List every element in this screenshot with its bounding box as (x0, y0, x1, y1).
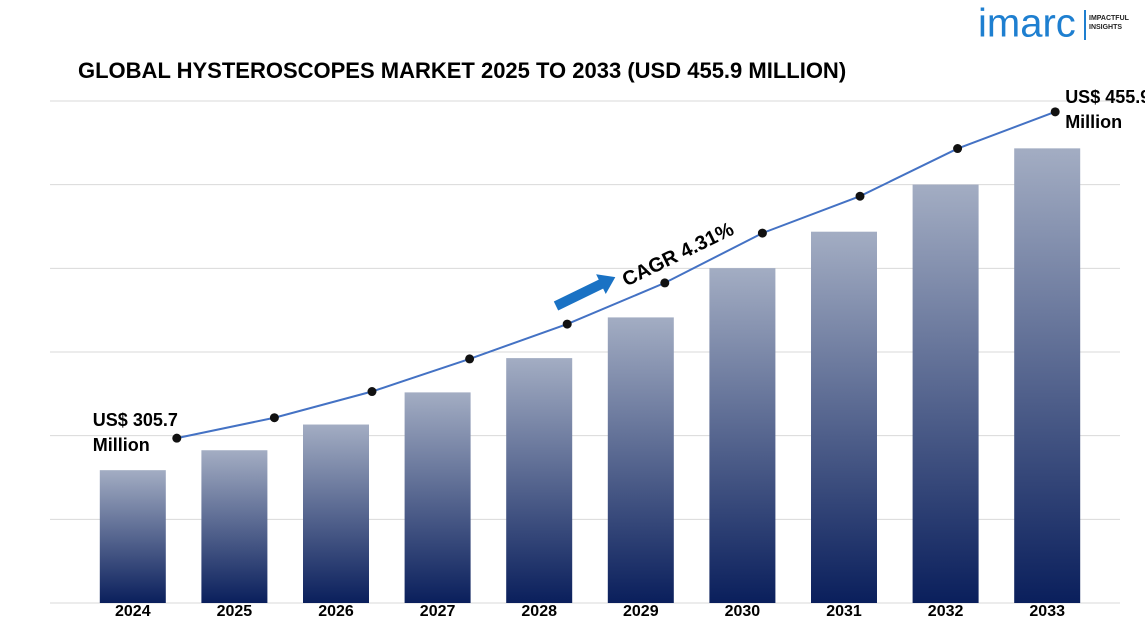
bar (912, 184, 979, 603)
value-label-line: US$ 305.7 (93, 410, 178, 430)
bar (709, 268, 776, 603)
cagr-arrow (553, 274, 616, 311)
trend-point (1050, 107, 1060, 117)
bar (404, 392, 471, 603)
x-tick-label: 2029 (623, 603, 659, 620)
x-tick-label: 2030 (725, 603, 761, 620)
bar (506, 358, 573, 603)
trend-point (660, 278, 670, 288)
trend-point (172, 433, 182, 443)
x-tick-label: 2032 (928, 603, 964, 620)
trend-point (953, 144, 963, 154)
brand-logo: imarc (978, 2, 1076, 46)
bar (811, 231, 877, 604)
trend-point (367, 387, 377, 397)
bars: 2024 2025 2026 2027 2028 2029 2030 2031 2032 2033 (99, 148, 1081, 620)
bar (1014, 148, 1081, 603)
x-tick-label: 2024 (115, 603, 151, 620)
chart-title: GLOBAL HYSTEROSCOPES MARKET 2025 TO 2033… (78, 58, 846, 83)
bar (607, 317, 674, 603)
value-label-line: Million (93, 435, 150, 455)
brand-tagline: IMPACTFUL INSIGHTS (1089, 15, 1129, 31)
bar (201, 450, 268, 603)
value-label-line: Million (1065, 112, 1122, 132)
trend-line (176, 110, 1056, 440)
trend-point (757, 228, 767, 238)
x-tick-label: 2027 (420, 603, 456, 620)
trend-point (269, 413, 279, 423)
bar (99, 470, 166, 603)
brand-tagline-box: IMPACTFUL INSIGHTS (1089, 15, 1129, 31)
x-tick-label: 2031 (826, 603, 862, 620)
value-label: US$ 455.9 Million (1065, 87, 1145, 132)
x-tick-label: 2028 (521, 603, 557, 620)
trend-point (562, 319, 572, 329)
value-label-line: US$ 455.9 (1065, 87, 1145, 107)
trend: US$ 305.7 Million US$ 455.9 Million (93, 87, 1145, 455)
trend-point (855, 191, 865, 201)
value-label: US$ 305.7 Million (93, 410, 178, 455)
x-tick-label: 2026 (318, 603, 354, 620)
bar (303, 424, 369, 603)
x-tick-label: 2033 (1029, 603, 1065, 620)
trend-point (465, 354, 475, 364)
x-tick-label: 2025 (217, 603, 253, 620)
arrow (553, 274, 616, 311)
